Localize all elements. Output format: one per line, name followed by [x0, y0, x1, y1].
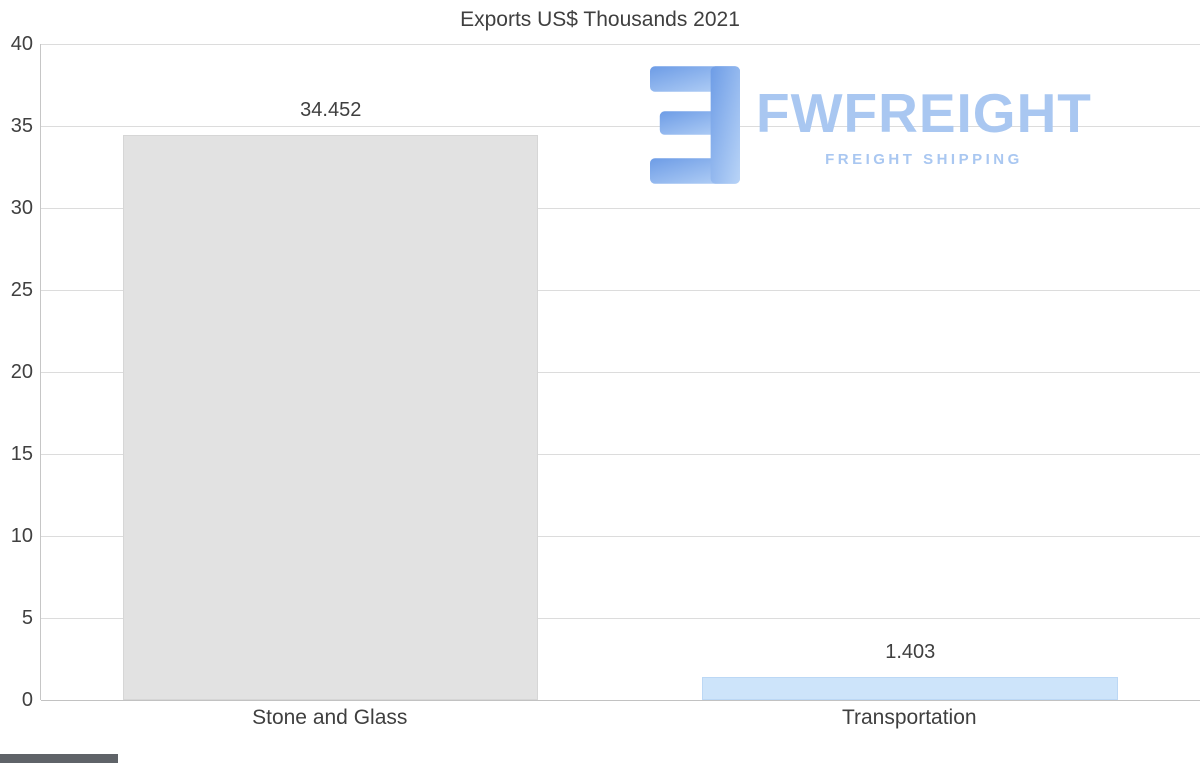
gridline	[41, 372, 1200, 373]
y-axis-tick-label: 30	[10, 197, 33, 219]
logo: FWFREIGHT FREIGHT SHIPPING	[650, 66, 1092, 184]
y-axis-tick-label: 25	[10, 279, 33, 301]
logo-tagline: FREIGHT SHIPPING	[825, 151, 1023, 168]
chart-title: Exports US$ Thousands 2021	[460, 8, 740, 31]
y-axis-tick-label: 35	[10, 115, 33, 137]
gridline	[41, 290, 1200, 291]
fwfreight-logo-icon	[650, 66, 740, 184]
gridline	[41, 126, 1200, 127]
y-axis-tick-label: 40	[10, 33, 33, 55]
y-axis-tick-label: 10	[10, 525, 33, 547]
gridline	[41, 618, 1200, 619]
bar-transportation	[702, 677, 1118, 700]
y-axis-tick-label: 15	[10, 443, 33, 465]
x-axis-category-label: Transportation	[841, 706, 977, 729]
gridline	[41, 44, 1200, 45]
gridline	[41, 208, 1200, 209]
bar-stone-and-glass	[122, 135, 539, 700]
logo-brand-name: FWFREIGHT	[756, 82, 1092, 144]
x-axis-category-label: Stone and Glass	[252, 706, 408, 729]
gridline	[41, 454, 1200, 455]
bar-value-label: 1.403	[885, 640, 936, 663]
y-axis-tick-label: 0	[21, 689, 33, 711]
y-axis-tick-label: 5	[21, 607, 33, 629]
gridline	[41, 700, 1200, 701]
logo-text: FWFREIGHT FREIGHT SHIPPING	[756, 66, 1092, 169]
horizontal-scrollbar-thumb[interactable]	[0, 754, 118, 763]
bar-value-label: 34.452	[300, 98, 362, 121]
gridline	[41, 536, 1200, 537]
plot-area: 34.452 1.403	[40, 44, 1200, 701]
y-axis-tick-label: 20	[10, 361, 33, 383]
